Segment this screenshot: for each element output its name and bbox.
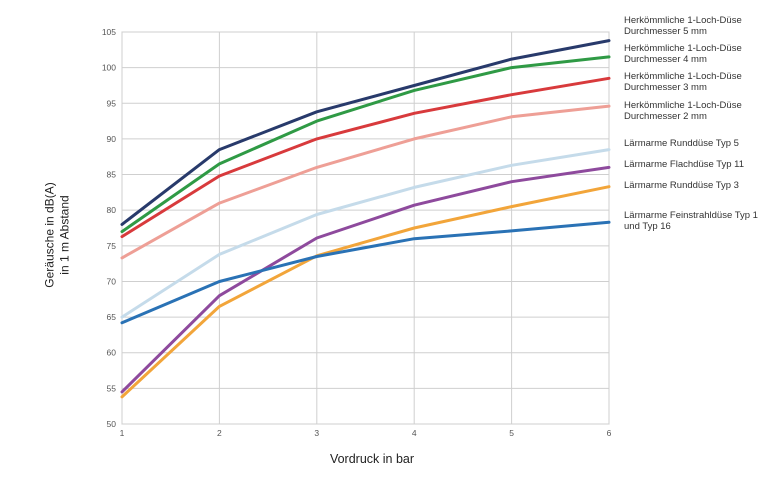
- series-line-8: [120, 220, 611, 325]
- legend-entry-label: Durchmesser 5 mm: [624, 26, 707, 37]
- series-line-3: [120, 76, 611, 239]
- legend-entry-label: Durchmesser 4 mm: [624, 54, 707, 65]
- y-tick-label: 100: [102, 63, 116, 73]
- legend-entry-label: Herkömmliche 1-Loch-Düse: [624, 71, 742, 82]
- y-tick-label: 50: [107, 419, 117, 429]
- legend-entry-8: Lärmarme Feinstrahldüse Typ 1 und Typ 16: [624, 210, 770, 232]
- x-axis-ticks: 1 2 3 4 5 6: [120, 428, 612, 438]
- legend-entry-label: Durchmesser 3 mm: [624, 82, 707, 93]
- x-tick-label: 5: [509, 428, 514, 438]
- series-line-5: [120, 148, 611, 319]
- legend-entry-5: Lärmarme Runddüse Typ 5: [624, 138, 770, 149]
- series-line-4: [120, 104, 611, 260]
- series-lines: [120, 39, 611, 399]
- y-tick-label: 60: [107, 348, 117, 358]
- legend-entry-6: Lärmarme Flachdüse Typ 11: [624, 159, 770, 170]
- legend-entry-label: Herkömmliche 1-Loch-Düse: [624, 100, 742, 111]
- y-tick-label: 75: [107, 241, 117, 251]
- legend-entry-label: Herkömmliche 1-Loch-Düse: [624, 15, 742, 26]
- legend-entry-label: Durchmesser 2 mm: [624, 111, 707, 122]
- y-tick-label: 65: [107, 312, 117, 322]
- legend-entry-3: Herkömmliche 1-Loch-Düse Durchmesser 3 mm: [624, 71, 770, 93]
- legend-entry-label: Lärmarme Flachdüse Typ 11: [624, 159, 745, 170]
- y-axis-title-line-2: in 1 m Abstand: [58, 195, 73, 275]
- series-line-6: [120, 165, 611, 394]
- x-tick-label: 3: [314, 428, 319, 438]
- y-axis-title-line-1: Geräusche in dB(A): [43, 182, 58, 288]
- y-tick-label: 85: [107, 170, 117, 180]
- x-axis-title: Vordruck in bar: [329, 452, 415, 466]
- x-tick-label: 6: [607, 428, 612, 438]
- legend-entry-label: Lärmarme Runddüse Typ 5: [624, 138, 739, 149]
- y-axis-title: Geräusche in dB(A) in 1 m Abstand: [16, 130, 100, 340]
- series-line-1: [120, 39, 611, 226]
- x-tick-label: 1: [120, 428, 125, 438]
- legend-entry-label: Herkömmliche 1-Loch-Düse: [624, 43, 742, 54]
- y-tick-label: 95: [107, 98, 117, 108]
- legend-entry-4: Herkömmliche 1-Loch-Düse Durchmesser 2 mm: [624, 100, 770, 122]
- grid-lines: [121, 31, 610, 425]
- x-tick-label: 4: [412, 428, 417, 438]
- legend-entry-label: und Typ 16: [624, 221, 671, 232]
- x-tick-label: 2: [217, 428, 222, 438]
- y-tick-label: 70: [107, 276, 117, 286]
- y-tick-label: 55: [107, 383, 117, 393]
- legend-entry-2: Herkömmliche 1-Loch-Düse Durchmesser 4 mm: [624, 43, 770, 65]
- y-axis-ticks: 50 55 60 65 70 75 80 85 90 95 100 105: [102, 27, 116, 429]
- y-tick-label: 105: [102, 27, 116, 37]
- series-line-2: [120, 55, 611, 234]
- series-line-7: [120, 185, 611, 399]
- legend-entry-1: Herkömmliche 1-Loch-Düse Durchmesser 5 mm: [624, 15, 770, 37]
- legend-entry-7: Lärmarme Runddüse Typ 3: [624, 180, 770, 191]
- legend-entry-label: Lärmarme Feinstrahldüse Typ 1: [624, 210, 758, 221]
- y-tick-label: 80: [107, 205, 117, 215]
- legend-entry-label: Lärmarme Runddüse Typ 3: [624, 180, 739, 191]
- y-tick-label: 90: [107, 134, 117, 144]
